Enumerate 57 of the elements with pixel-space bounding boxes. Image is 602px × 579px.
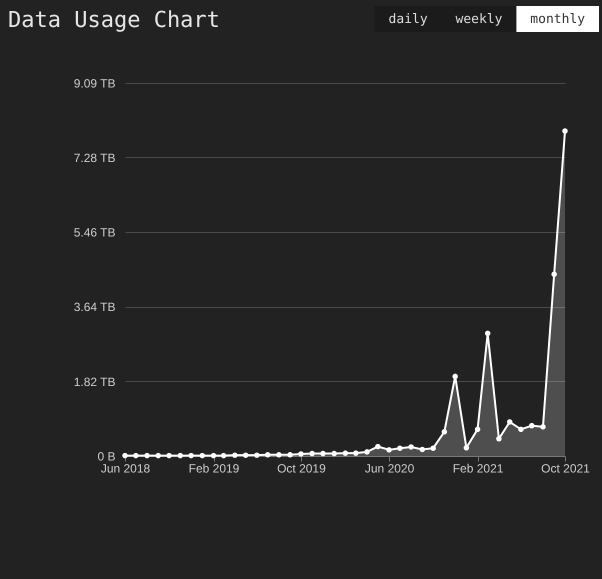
point: [210, 452, 216, 458]
point: [342, 450, 348, 456]
point: [562, 128, 568, 134]
x-tick-label: Oct 2021: [541, 462, 590, 476]
text: weekly: [456, 12, 503, 27]
y-tick-label: 0 B: [97, 450, 116, 464]
text: monthly: [530, 12, 586, 27]
point: [386, 447, 392, 453]
point: [320, 450, 326, 456]
point: [408, 444, 414, 450]
y-tick-label: 7.28 TB: [74, 150, 116, 165]
point: [178, 452, 184, 458]
point: [464, 445, 470, 451]
point: [420, 446, 426, 452]
y-tick-label: 5.46 TB: [74, 225, 116, 240]
point: [442, 429, 448, 435]
point: [474, 426, 480, 432]
text: daily: [388, 12, 428, 27]
x-tick-label: Oct 2019: [277, 462, 326, 476]
point: [166, 452, 172, 458]
point: [122, 452, 128, 458]
point: [452, 374, 458, 380]
x-tick-label: Jun 2018: [100, 462, 151, 476]
point: [529, 422, 535, 428]
x-tick-label: Feb 2021: [452, 462, 504, 476]
point: [496, 436, 502, 442]
point: [331, 450, 337, 456]
point: [232, 452, 238, 458]
point: [506, 419, 512, 425]
point: [540, 424, 546, 430]
point: [309, 450, 315, 456]
point: [155, 452, 161, 458]
point: [353, 450, 359, 456]
point: [276, 452, 282, 458]
x-tick-label: Jun 2020: [364, 462, 415, 476]
point: [220, 452, 226, 458]
point: [188, 452, 194, 458]
point: [375, 444, 381, 450]
y-tick-label: 3.64 TB: [74, 300, 116, 314]
point: [518, 426, 524, 432]
point: [298, 451, 304, 457]
point: [484, 330, 490, 336]
point: [254, 452, 260, 458]
point: [133, 452, 139, 458]
point: [364, 449, 370, 455]
point: [144, 452, 150, 458]
point: [200, 452, 206, 458]
point: [242, 452, 248, 458]
y-tick-label: 9.09 TB: [74, 76, 116, 90]
y-tick-label: 1.82 TB: [74, 374, 116, 389]
point: [264, 452, 270, 458]
point: [397, 445, 403, 451]
chart-title: Data Usage Chart: [8, 8, 220, 33]
point: [430, 445, 436, 451]
x-tick-label: Feb 2019: [188, 462, 240, 476]
point: [287, 452, 293, 458]
point: [551, 271, 557, 277]
